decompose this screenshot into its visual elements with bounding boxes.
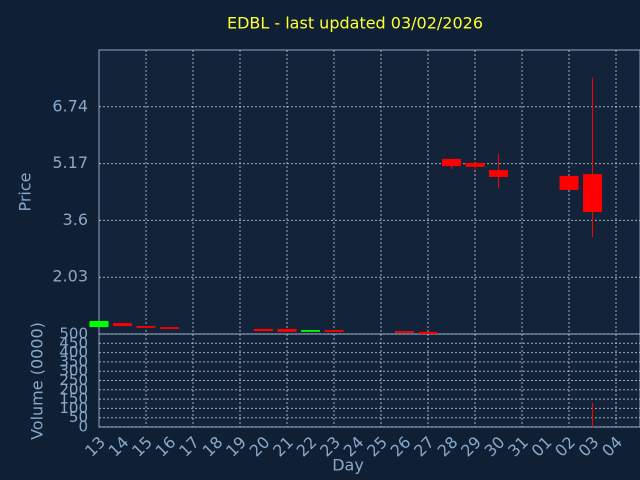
volume-tick-label: 400 xyxy=(59,343,88,361)
y-tick-label: 2.03 xyxy=(52,267,88,286)
candle-body xyxy=(583,174,602,213)
candle-body xyxy=(559,175,579,191)
volume-tick-label: 150 xyxy=(59,390,88,408)
volume-tick-label: 300 xyxy=(59,362,88,380)
volume-tick-label: 200 xyxy=(59,380,88,398)
candle-body xyxy=(277,328,297,332)
volume-tick-label: 350 xyxy=(59,352,88,370)
candle-body xyxy=(395,331,414,333)
volume-tick-label: 500 xyxy=(59,325,88,343)
candle-body xyxy=(113,323,132,327)
volume-plot xyxy=(98,333,640,428)
y-tick-label: 5.17 xyxy=(52,153,88,172)
volume-tick-label: 250 xyxy=(59,371,88,389)
y-tick-label: 6.74 xyxy=(52,96,88,115)
y-tick-label: 3.6 xyxy=(63,210,88,229)
volume-tick-label: 0 xyxy=(78,418,88,436)
volume-tick-label: 450 xyxy=(59,334,88,352)
candle-body xyxy=(136,326,156,328)
y-axis-label: Price xyxy=(16,172,35,211)
candle-body xyxy=(489,170,508,177)
x-axis-label: Day xyxy=(332,456,364,475)
candle-body xyxy=(442,158,461,167)
volume-axis-label: Volume (0000) xyxy=(28,322,47,440)
chart-title: EDBL - last updated 03/02/2026 xyxy=(227,14,483,33)
candle-body xyxy=(254,328,273,332)
volume-tick-label: 50 xyxy=(69,408,88,426)
candle-body xyxy=(89,320,109,328)
volume-tick-label: 100 xyxy=(59,399,88,417)
candle-body xyxy=(324,330,344,332)
candle-body xyxy=(418,331,438,334)
candle-body xyxy=(160,327,179,329)
price-plot xyxy=(98,49,640,335)
candle-body xyxy=(465,162,485,167)
candle-body xyxy=(301,330,320,332)
